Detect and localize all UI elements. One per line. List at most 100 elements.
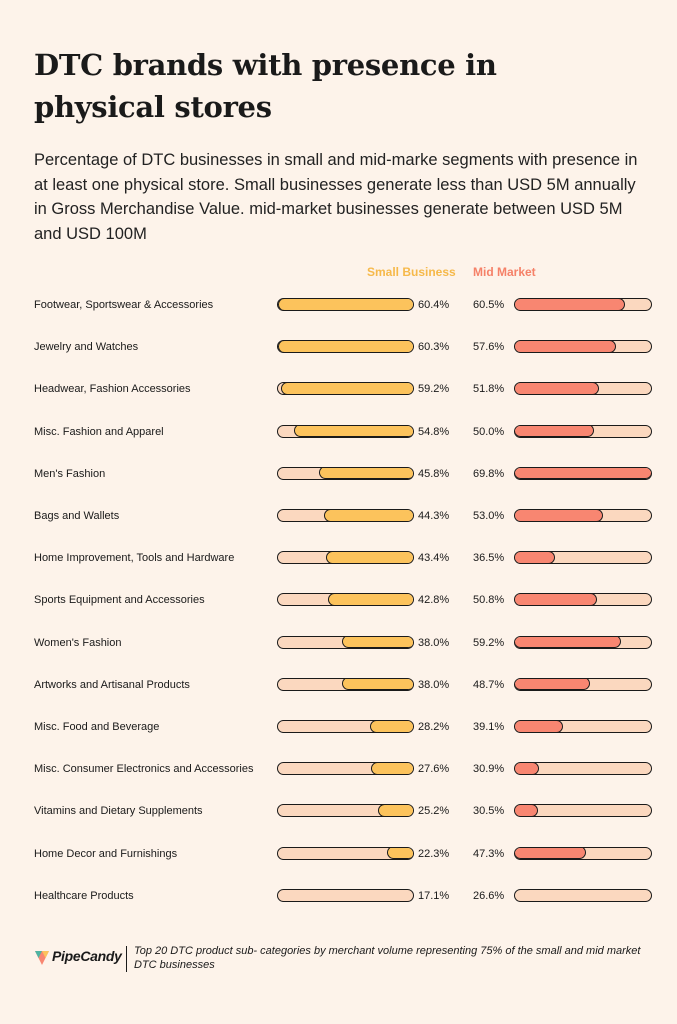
small-bar — [386, 847, 413, 859]
category-label: Sports Equipment and Accessories — [34, 594, 205, 607]
small-value-label: 54.8% — [418, 425, 450, 438]
mid-value-label: 59.2% — [473, 636, 505, 649]
category-label: Home Improvement, Tools and Hardware — [34, 552, 235, 565]
category-label: Misc. Consumer Electronics and Accessori… — [34, 763, 254, 776]
mid-bar-track — [514, 593, 652, 607]
small-value-label: 17.1% — [418, 889, 450, 902]
mid-bar — [515, 594, 597, 606]
category-label: Healthcare Products — [34, 889, 134, 902]
small-bar — [341, 678, 413, 690]
small-bar-track — [277, 762, 414, 776]
mid-bar-track — [514, 720, 652, 733]
mid-bar — [515, 805, 538, 817]
category-label: Women's Fashion — [34, 636, 122, 649]
mid-value-label: 36.5% — [473, 552, 505, 565]
category-label: Vitamins and Dietary Supplements — [34, 805, 203, 818]
legend-mid-market: Mid Market — [473, 265, 536, 279]
mid-bar-track — [514, 551, 652, 565]
logo-text: PipeCandy — [52, 948, 122, 964]
small-value-label: 38.0% — [418, 636, 450, 649]
mid-bar — [515, 383, 600, 395]
small-value-label: 45.8% — [418, 467, 450, 480]
mid-bar — [515, 299, 625, 310]
small-value-label: 27.6% — [418, 763, 450, 776]
mid-value-label: 48.7% — [473, 678, 505, 691]
small-bar-track — [277, 846, 414, 860]
category-label: Jewelry and Watches — [34, 341, 139, 354]
mid-value-label: 51.8% — [473, 383, 505, 396]
mid-bar-track — [514, 424, 652, 438]
mid-bar — [515, 678, 591, 690]
mid-bar-track — [514, 677, 652, 691]
mid-bar-track — [514, 635, 652, 649]
small-bar-track — [277, 382, 414, 396]
small-bar — [371, 763, 413, 775]
chart-title: DTC brands with presence in physical sto… — [34, 48, 497, 124]
small-bar-track — [277, 593, 414, 607]
mid-value-label: 30.9% — [473, 763, 505, 776]
mid-value-label: 26.6% — [473, 889, 505, 902]
small-bar — [280, 383, 413, 395]
mid-bar — [515, 467, 651, 479]
mid-bar — [515, 847, 587, 859]
mid-bar-track — [514, 888, 652, 902]
small-value-label: 42.8% — [418, 594, 450, 607]
mid-bar-track — [514, 804, 652, 818]
small-value-label: 43.4% — [418, 552, 450, 565]
small-bar-track — [277, 720, 414, 733]
mid-bar — [515, 425, 595, 437]
small-value-label: 60.3% — [418, 341, 450, 354]
mid-value-label: 39.1% — [473, 721, 505, 733]
small-value-label: 25.2% — [418, 805, 450, 818]
small-bar-track — [277, 340, 414, 354]
category-label: Misc. Food and Beverage — [34, 721, 160, 733]
small-bar — [323, 510, 413, 521]
category-label: Bags and Wallets — [34, 510, 120, 522]
mid-bar — [515, 763, 539, 775]
footer: PipeCandy Top 20 DTC product sub- catego… — [34, 944, 644, 976]
mid-value-label: 30.5% — [473, 805, 505, 818]
small-bar-track — [277, 804, 414, 818]
mid-bar-track — [514, 762, 652, 776]
mid-bar — [515, 510, 603, 521]
category-label: Men's Fashion — [34, 467, 106, 480]
small-bar-track — [277, 466, 414, 480]
small-bar-track — [277, 551, 414, 565]
mid-bar-track — [514, 846, 652, 860]
mid-value-label: 60.5% — [473, 299, 505, 311]
small-value-label: 44.3% — [418, 510, 450, 522]
category-label: Headwear, Fashion Accessories — [34, 383, 191, 396]
mid-bar-track — [514, 298, 652, 311]
small-bar — [278, 341, 413, 353]
small-value-label: 28.2% — [418, 721, 450, 733]
mid-value-label: 57.6% — [473, 341, 505, 354]
small-value-label: 38.0% — [418, 678, 450, 691]
mid-bar — [515, 552, 556, 564]
mid-value-label: 53.0% — [473, 510, 505, 522]
mid-value-label: 50.8% — [473, 594, 505, 607]
mid-bar-track — [514, 466, 652, 480]
small-bar — [341, 636, 413, 648]
small-bar-track — [277, 509, 414, 522]
small-bar-track — [277, 424, 414, 438]
small-bar — [369, 721, 413, 732]
small-value-label: 60.4% — [418, 299, 450, 311]
mid-bar — [515, 341, 617, 353]
category-label: Footwear, Sportswear & Accessories — [34, 299, 214, 311]
small-value-label: 59.2% — [418, 383, 450, 396]
mid-value-label: 50.0% — [473, 425, 505, 438]
chart-subtitle: Percentage of DTC businesses in small an… — [34, 151, 638, 243]
category-label: Artworks and Artisanal Products — [34, 678, 190, 691]
mid-value-label: 69.8% — [473, 467, 505, 480]
pipecandy-logo-icon — [35, 951, 49, 965]
small-bar-track — [277, 677, 414, 691]
small-bar — [378, 805, 413, 817]
mid-bar-track — [514, 340, 652, 354]
mid-bar — [515, 636, 621, 648]
small-bar-track — [277, 635, 414, 649]
small-value-label: 22.3% — [418, 847, 450, 860]
small-bar — [319, 467, 413, 479]
small-bar — [327, 594, 413, 606]
footer-divider — [126, 946, 127, 972]
